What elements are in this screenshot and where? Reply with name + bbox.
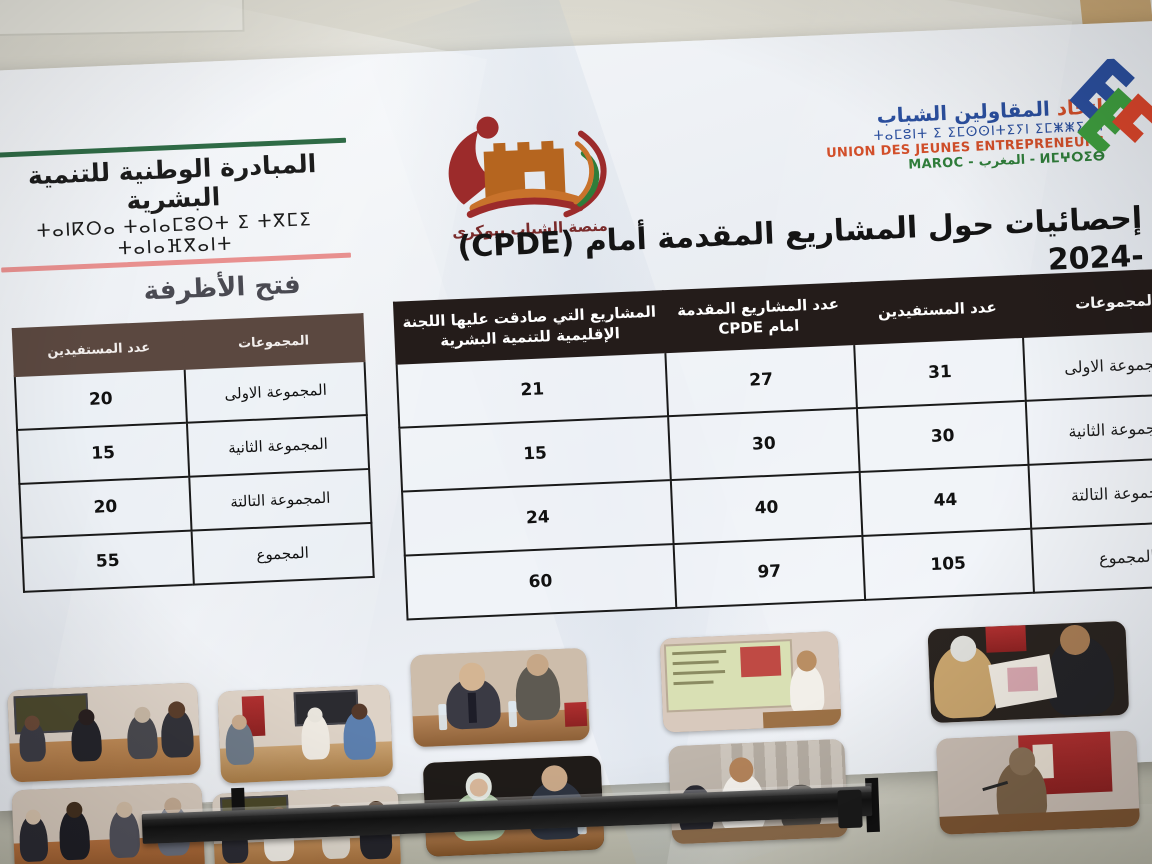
cell-approved: 24 xyxy=(402,480,674,556)
cell-submitted: 97 xyxy=(673,535,866,608)
uje-logo: اتحاد المقاولين الشباب ⵜⴰⵎⵓⵏⵜ ⵉ ⵉⵎⵙⵙⵏⵜⵉⵢ… xyxy=(824,94,1106,176)
cell-group: المجموعة الاولى xyxy=(1023,328,1152,401)
main-statistics-table-container: المجموعات عدد المستفيدين عدد المشاريع ال… xyxy=(393,267,1152,621)
cell-approved: 60 xyxy=(404,544,677,620)
photo-presenter-at-projector-screen xyxy=(659,631,842,733)
col-header-submitted: عدد المشاريع المقدمة امام CPDE xyxy=(662,283,855,353)
photo-gallery xyxy=(0,612,1152,864)
photo-man-in-suit-speaking xyxy=(410,647,590,748)
photo-reviewing-documents-close-up xyxy=(927,620,1130,724)
col-header-groups: المجموعات xyxy=(1020,267,1152,337)
side-table-title: فتح الأظرفة xyxy=(143,269,302,307)
cell-beneficiaries: 30 xyxy=(856,400,1029,473)
photo-committee-session-round-table xyxy=(217,684,394,784)
cell-group: المجموع xyxy=(1031,520,1152,593)
cell-group: المجموعة الاولى xyxy=(184,361,367,423)
envelope-opening-table: المجموعات عدد المستفيدين المجموعة الاولى… xyxy=(12,313,375,593)
wall-picture-frame xyxy=(0,0,245,37)
cell-beneficiaries: 15 xyxy=(17,422,190,484)
cell-group: المجموعة الثانية xyxy=(1025,392,1152,465)
kasbah-fortress-icon xyxy=(448,116,607,218)
cell-beneficiaries: 31 xyxy=(854,336,1026,409)
cell-submitted: 40 xyxy=(670,472,863,545)
indh-logo: المبادرة الوطنية للتنمية البشرية ⵜⴰⵏⴽⵔⴰ … xyxy=(0,137,352,273)
envelope-opening-table-container: المجموعات عدد المستفيدين المجموعة الاولى… xyxy=(12,314,374,593)
col-header-approved: المشاريع التي صادقت عليها اللجنة الإقليم… xyxy=(393,291,666,364)
photo-panel-with-woman-and-man xyxy=(422,755,605,857)
cell-beneficiaries: 105 xyxy=(862,528,1034,600)
cell-group: المجموعة الثانية xyxy=(186,415,370,477)
photo-meeting-room-table-discussion xyxy=(7,682,201,783)
photo-woman-speaking-at-podium xyxy=(936,730,1141,835)
cell-beneficiaries: 20 xyxy=(19,476,192,538)
photo-mixed-group-meeting xyxy=(211,786,402,864)
photo-group-workshop-seated xyxy=(11,782,206,864)
cell-group: المجموع xyxy=(191,522,374,585)
cell-approved: 15 xyxy=(399,416,671,492)
cell-group: المجموعة التالتة xyxy=(1028,456,1152,529)
cell-approved: 21 xyxy=(396,352,669,428)
biougra-youth-platform-logo: منصة الشباب بيوكرى xyxy=(420,102,635,243)
cell-submitted: 30 xyxy=(668,408,860,481)
cell-beneficiaries: 55 xyxy=(21,530,194,592)
cell-beneficiaries: 20 xyxy=(14,368,187,430)
col-header-beneficiaries: عدد المستفيدين xyxy=(851,275,1024,345)
side-col-header-groups: المجموعات xyxy=(182,314,365,369)
cell-group: المجموعة التالتة xyxy=(189,468,372,531)
e3-cube-logo-icon xyxy=(1067,55,1152,157)
cell-beneficiaries: 44 xyxy=(859,464,1032,536)
cell-submitted: 27 xyxy=(665,344,857,417)
main-statistics-table: المجموعات عدد المستفيدين عدد المشاريع ال… xyxy=(393,267,1152,621)
photo-speaker-standing-in-hall xyxy=(668,738,849,845)
side-col-header-beneficiaries: عدد المستفيدين xyxy=(12,321,185,377)
